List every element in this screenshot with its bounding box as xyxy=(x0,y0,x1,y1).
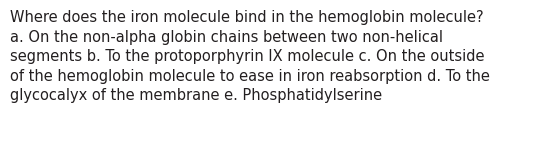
Text: Where does the iron molecule bind in the hemoglobin molecule?
a. On the non-alph: Where does the iron molecule bind in the… xyxy=(10,10,490,104)
